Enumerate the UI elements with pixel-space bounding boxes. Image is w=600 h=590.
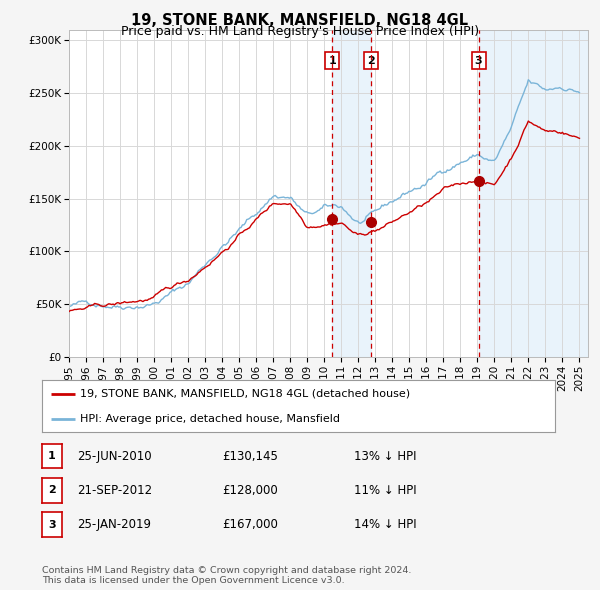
Text: 11% ↓ HPI: 11% ↓ HPI	[354, 484, 416, 497]
Text: 3: 3	[48, 520, 56, 529]
Text: 25-JUN-2010: 25-JUN-2010	[77, 450, 151, 463]
Text: 1: 1	[329, 55, 336, 65]
Text: 25-JAN-2019: 25-JAN-2019	[77, 518, 151, 531]
Text: 14% ↓ HPI: 14% ↓ HPI	[354, 518, 416, 531]
Bar	[332, 30, 371, 357]
Bar	[479, 30, 588, 357]
Text: 19, STONE BANK, MANSFIELD, NG18 4GL: 19, STONE BANK, MANSFIELD, NG18 4GL	[131, 13, 469, 28]
Text: 3: 3	[475, 55, 482, 65]
Text: 1: 1	[48, 451, 56, 461]
Text: 2: 2	[48, 486, 56, 495]
Text: 13% ↓ HPI: 13% ↓ HPI	[354, 450, 416, 463]
Text: Price paid vs. HM Land Registry's House Price Index (HPI): Price paid vs. HM Land Registry's House …	[121, 25, 479, 38]
Text: £128,000: £128,000	[222, 484, 278, 497]
Text: Contains HM Land Registry data © Crown copyright and database right 2024.
This d: Contains HM Land Registry data © Crown c…	[42, 566, 412, 585]
Text: £167,000: £167,000	[222, 518, 278, 531]
Text: 21-SEP-2012: 21-SEP-2012	[77, 484, 152, 497]
Text: 19, STONE BANK, MANSFIELD, NG18 4GL (detached house): 19, STONE BANK, MANSFIELD, NG18 4GL (det…	[80, 389, 410, 399]
Text: HPI: Average price, detached house, Mansfield: HPI: Average price, detached house, Mans…	[80, 414, 340, 424]
Text: 2: 2	[367, 55, 374, 65]
Text: £130,145: £130,145	[222, 450, 278, 463]
